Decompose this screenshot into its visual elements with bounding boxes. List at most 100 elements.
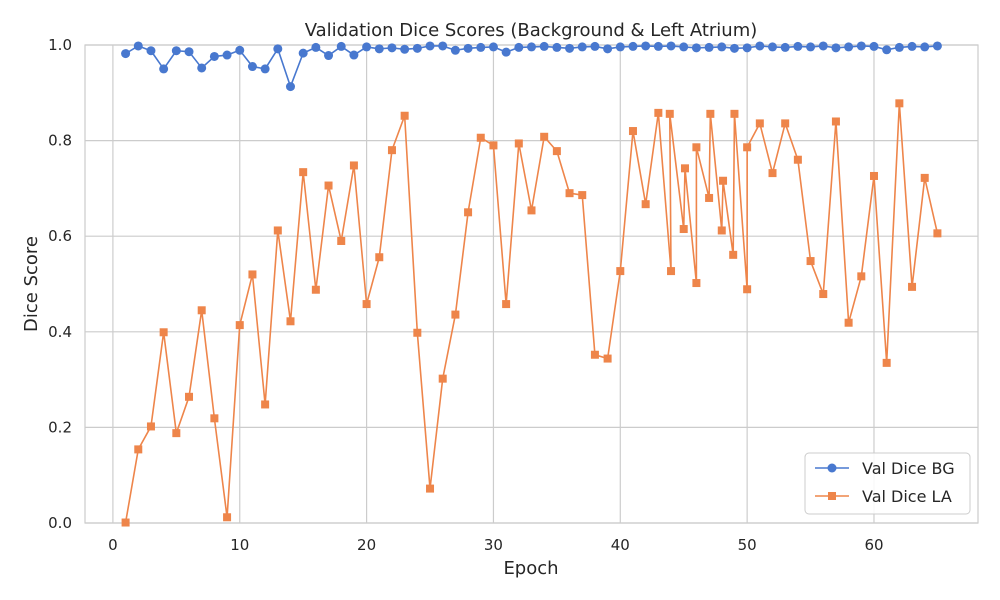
data-point: [653, 41, 663, 51]
data-point: [450, 45, 460, 55]
data-point: [895, 99, 904, 108]
data-point: [704, 42, 714, 52]
data-point: [680, 164, 689, 173]
data-point: [400, 111, 409, 120]
data-point: [717, 42, 727, 52]
data-point: [577, 42, 587, 52]
data-point: [337, 236, 346, 245]
data-point: [273, 44, 283, 54]
data-point: [412, 43, 422, 53]
data-point: [184, 47, 194, 57]
data-point: [362, 300, 371, 309]
data-point: [438, 41, 448, 51]
data-point: [692, 143, 701, 152]
data-point: [159, 64, 169, 74]
data-point: [932, 41, 942, 51]
data-point: [552, 42, 562, 52]
data-point: [907, 41, 917, 51]
data-point: [146, 422, 155, 431]
legend-item-bg: Val Dice BG: [815, 459, 955, 478]
data-point: [197, 306, 206, 315]
data-point: [781, 119, 790, 128]
data-point: [336, 41, 346, 51]
data-point: [742, 43, 752, 53]
data-point: [857, 272, 866, 281]
data-point: [540, 132, 549, 141]
data-point: [768, 169, 777, 178]
data-point: [489, 141, 498, 150]
x-tick-label: 50: [738, 536, 757, 554]
legend-marker-bg: [827, 463, 837, 473]
data-point: [628, 127, 637, 136]
data-point: [501, 47, 511, 57]
data-point: [286, 317, 295, 326]
x-tick-labels: 0 10 20 30 40 50 60: [108, 536, 883, 554]
data-point: [603, 354, 612, 363]
data-point: [374, 44, 384, 54]
data-point: [768, 42, 778, 52]
data-point: [133, 41, 143, 51]
data-point: [476, 133, 485, 142]
legend-label-la: Val Dice LA: [862, 487, 952, 506]
y-axis-label: Dice Score: [21, 236, 42, 332]
x-tick-label: 0: [108, 536, 118, 554]
data-point: [438, 374, 447, 383]
data-point: [197, 63, 207, 73]
data-point: [691, 43, 701, 53]
data-point: [705, 193, 714, 202]
data-point: [426, 484, 435, 493]
data-point: [261, 400, 270, 409]
data-point: [692, 279, 701, 288]
data-point: [222, 50, 232, 60]
data-point: [667, 267, 676, 276]
data-point: [387, 43, 397, 53]
data-point: [869, 41, 879, 51]
data-point: [590, 41, 600, 51]
data-point: [349, 161, 358, 170]
data-point: [171, 46, 181, 56]
data-point: [679, 225, 688, 234]
data-point: [666, 41, 676, 51]
y-tick-label: 0.0: [48, 514, 72, 532]
data-point: [425, 41, 435, 51]
data-point: [299, 168, 308, 177]
data-point: [856, 41, 866, 51]
legend-item-la: Val Dice LA: [815, 487, 952, 506]
data-point: [134, 445, 143, 454]
data-point: [502, 300, 511, 309]
data-point: [273, 226, 282, 235]
data-point: [121, 49, 131, 59]
data-point: [590, 350, 599, 359]
data-point: [464, 208, 473, 217]
data-point: [729, 43, 739, 53]
data-point: [311, 285, 320, 294]
data-point: [223, 513, 232, 522]
data-point: [247, 62, 257, 72]
x-tick-label: 30: [484, 536, 503, 554]
data-point: [806, 42, 816, 52]
data-point: [654, 108, 663, 117]
data-point: [641, 41, 651, 51]
data-point: [413, 328, 422, 337]
data-point: [375, 253, 384, 262]
data-point: [209, 51, 219, 61]
data-point: [349, 50, 359, 60]
data-point: [730, 109, 739, 118]
data-point: [780, 42, 790, 52]
data-point: [793, 41, 803, 51]
data-point: [603, 44, 613, 54]
data-point: [679, 42, 689, 52]
data-point: [324, 181, 333, 190]
data-point: [819, 290, 828, 299]
data-point: [641, 200, 650, 209]
data-point: [514, 42, 524, 52]
data-point: [920, 173, 929, 182]
data-point: [311, 42, 321, 52]
data-point: [476, 42, 486, 52]
chart-title: Validation Dice Scores (Background & Lef…: [305, 20, 758, 41]
data-point: [260, 64, 270, 74]
y-tick-label: 0.6: [48, 227, 72, 245]
data-point: [362, 42, 372, 52]
data-point: [400, 44, 410, 54]
